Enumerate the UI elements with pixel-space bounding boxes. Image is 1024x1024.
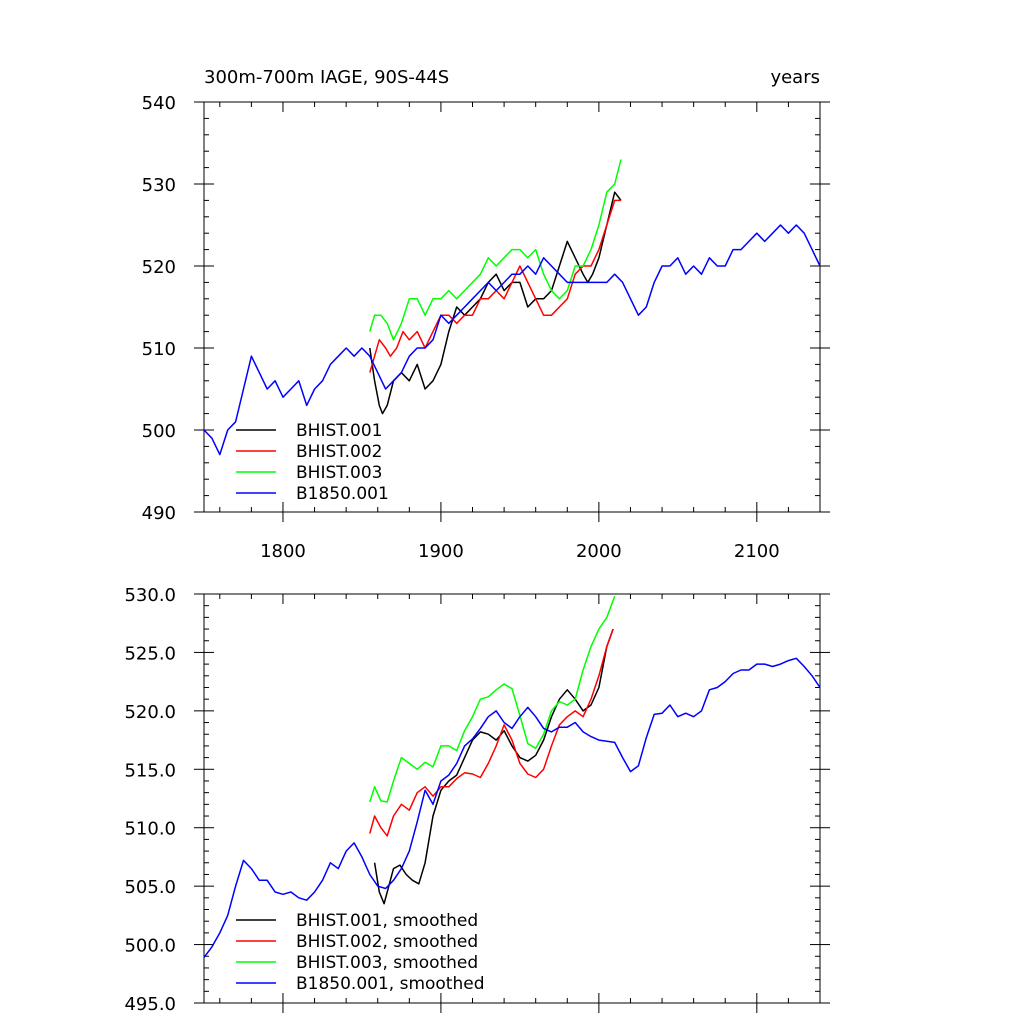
bottom-panel-axes: 495.0 500.0 505.0 510.0 515.0 520.0 525.0 530.0: [124, 585, 830, 1015]
series-line-b1850-001: [203, 224, 821, 456]
y-tick-label: 530.0: [124, 585, 176, 606]
y-tick-label: 510: [142, 339, 176, 360]
y-tick-label: 520: [142, 257, 176, 278]
x-tick-label: 2000: [576, 541, 622, 562]
legend-label: B1850.001: [296, 484, 389, 504]
top-panel-axes: 1800 1900 2000 2100 490 500 510 520 530 540: [142, 93, 830, 562]
series-line-bhist-001-smoothed: [373, 628, 614, 905]
panel-title: 300m-700m IAGE, 90S-44S: [204, 67, 449, 88]
plot-frame: [203, 101, 821, 513]
y-tick-label: 500: [142, 421, 176, 442]
y-tick-label: 500.0: [124, 936, 176, 957]
y-tick-label: 530: [142, 175, 176, 196]
series-line-b1850-001-smoothed: [203, 657, 821, 958]
y-tick-label: 505.0: [124, 877, 176, 898]
series-line-bhist-002-smoothed: [369, 628, 614, 837]
bottom-panel-series: [203, 596, 821, 958]
x-tick-label: 1900: [418, 541, 464, 562]
y-tick-label: 490: [142, 503, 176, 524]
panel-title-right: years: [770, 67, 820, 88]
series-line-bhist-003-smoothed: [369, 596, 616, 803]
y-tick-label: 520.0: [124, 702, 176, 723]
y-tick-label: 515.0: [124, 760, 176, 781]
legend-label: BHIST.002: [296, 442, 382, 462]
series-line-bhist-003: [369, 159, 622, 341]
bottom-panel: 495.0 500.0 505.0 510.0 515.0 520.0 525.0 530.0…: [124, 585, 830, 1015]
legend-label: BHIST.003, smoothed: [296, 953, 478, 973]
legend-label: BHIST.003: [296, 463, 382, 483]
plot-frame: [203, 593, 821, 1004]
y-tick-label: 540: [142, 93, 176, 114]
legend-label: BHIST.001, smoothed: [296, 911, 478, 931]
legend-label: BHIST.002, smoothed: [296, 932, 478, 952]
legend-label: B1850.001, smoothed: [296, 974, 485, 994]
x-tick-label: 2100: [734, 541, 780, 562]
y-tick-label: 495.0: [124, 994, 176, 1015]
series-line-bhist-002: [369, 199, 621, 373]
legend-label: BHIST.001: [296, 421, 382, 441]
top-panel-series: [203, 159, 821, 456]
y-tick-label: 525.0: [124, 643, 176, 664]
x-tick-label: 1800: [260, 541, 306, 562]
y-tick-label: 510.0: [124, 819, 176, 840]
top-panel: 300m-700m IAGE, 90S-44S years 1800 1900 20…: [142, 67, 830, 562]
